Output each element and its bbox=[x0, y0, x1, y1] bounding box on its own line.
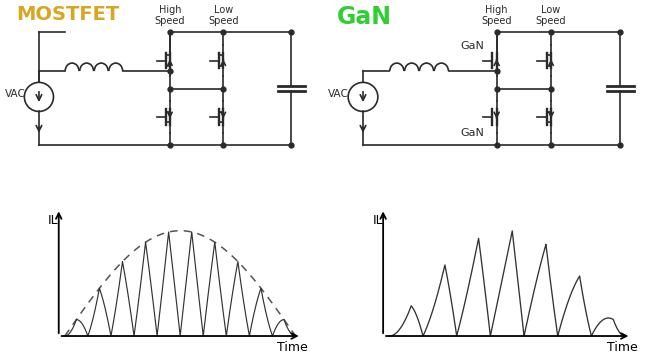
Text: VAC: VAC bbox=[5, 89, 26, 99]
Text: IL: IL bbox=[372, 214, 383, 227]
Text: MOSTFET: MOSTFET bbox=[16, 5, 119, 24]
Text: IL: IL bbox=[48, 214, 59, 227]
Text: GaN: GaN bbox=[337, 5, 391, 29]
Text: Low
Speed: Low Speed bbox=[536, 5, 566, 27]
Text: Time: Time bbox=[277, 341, 308, 354]
Text: High
Speed: High Speed bbox=[154, 5, 185, 27]
Text: Time: Time bbox=[607, 341, 638, 354]
Text: GaN: GaN bbox=[461, 41, 484, 51]
Text: High
Speed: High Speed bbox=[481, 5, 512, 27]
Text: Low
Speed: Low Speed bbox=[208, 5, 238, 27]
Text: GaN: GaN bbox=[461, 128, 484, 138]
Text: VAC: VAC bbox=[329, 89, 349, 99]
